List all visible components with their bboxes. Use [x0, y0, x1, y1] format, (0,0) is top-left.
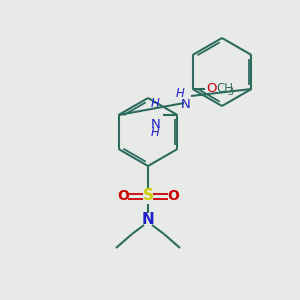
Text: O: O: [117, 189, 129, 203]
Text: S: S: [142, 188, 154, 203]
Text: 3: 3: [228, 87, 234, 97]
Text: O: O: [207, 82, 217, 95]
Text: H: H: [151, 97, 160, 110]
Text: CH: CH: [217, 82, 234, 95]
Text: O: O: [167, 189, 179, 203]
Text: N: N: [142, 212, 154, 227]
Text: N: N: [151, 118, 160, 131]
Text: H: H: [151, 126, 160, 139]
Text: H: H: [176, 87, 184, 100]
Text: N: N: [181, 98, 191, 110]
